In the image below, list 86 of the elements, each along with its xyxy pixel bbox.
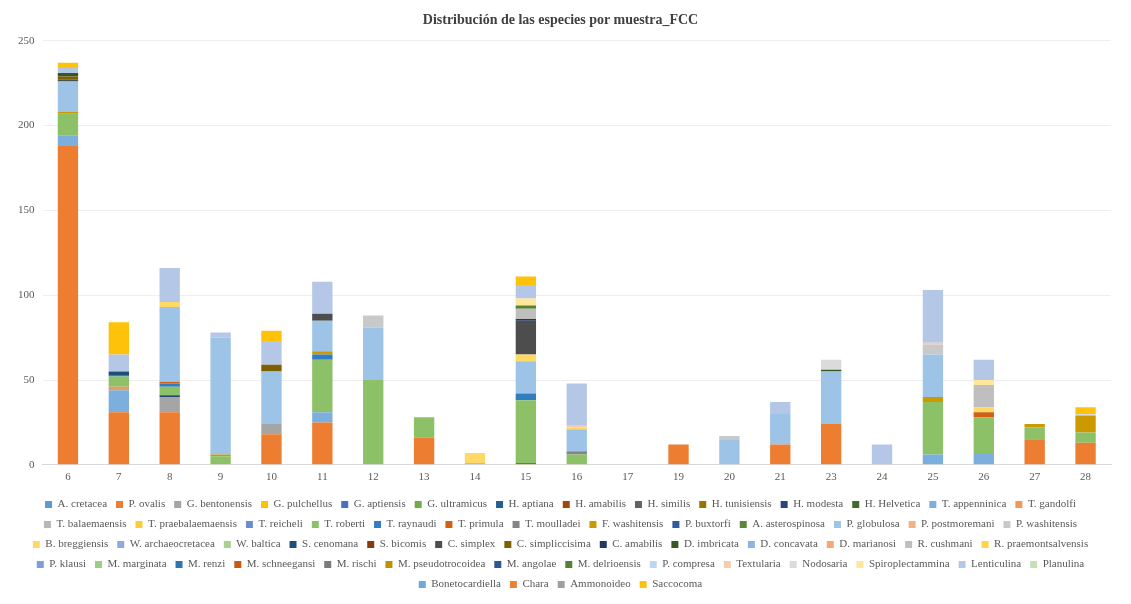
x-tick-label: 11 [317,470,328,483]
legend-label: Saccocoma [652,577,703,590]
legend-label: D. concavata [760,537,818,550]
x-tick-label: 10 [265,470,278,483]
legend-label: S. bicomis [379,537,427,550]
legend-label: A. cretacea [57,497,108,510]
x-tick-label: 7 [116,470,123,483]
legend-label: H. tunisiensis [711,497,772,510]
legend-label: Nodosaria [802,557,848,570]
x-tick-label: 15 [520,470,532,483]
y-tick-label: 150 [18,203,35,216]
legend-label: T. primula [457,517,504,530]
legend-label: Textularia [736,557,781,570]
x-tick-label: 20 [723,470,736,483]
legend-label: W. archaeocretacea [129,537,215,550]
chart-title: Distribución de las especies por muestra_FCC [422,12,699,28]
legend-label: R. cushmani [917,537,973,550]
legend-label: P. postmoremani [921,517,995,530]
y-tick-label: 200 [18,118,35,131]
legend-label: T. roberti [324,517,366,530]
x-tick-label: 14 [469,470,481,483]
y-tick-label: 100 [18,288,35,301]
x-tick-label: 26 [978,470,990,483]
x-tick-label: 28 [1080,470,1092,483]
legend-label: M. schneegansi [246,557,316,570]
legend-label: G. aptiensis [353,497,406,510]
legend-label: H. amabilis [575,497,626,510]
legend-label: M. delrioensis [577,557,641,570]
legend-label: C. amabilis [612,537,663,550]
legend-label: T. moulladei [525,517,581,530]
legend-label: M. pseudotrocoidea [397,557,486,570]
legend-label: D. imbricata [683,537,739,550]
legend-label: P. compresa [662,557,715,570]
legend-label: Lenticulina [971,557,1022,570]
legend-label: H. modesta [793,497,844,510]
legend-label: A. asterospinosa [752,517,826,530]
y-tick-label: 50 [23,372,35,385]
legend-label: F. washitensis [601,517,664,530]
legend-label: P. klausi [49,557,86,570]
x-tick-label: 17 [622,470,634,483]
legend-label: C. simplex [447,537,496,550]
legend-label: H. similis [647,497,691,510]
legend-label: H. Helvetica [864,497,921,510]
legend-label: M. marginata [107,557,167,570]
legend-label: M. renzi [188,557,226,570]
legend-label: T. appenninica [941,497,1007,510]
legend-label: D. marianosi [839,537,897,550]
legend-label: T. gandolfi [1027,497,1076,510]
x-tick-label: 27 [1029,470,1041,483]
x-tick-label: 25 [927,470,939,483]
x-tick-label: 24 [876,470,889,483]
legend-label: G. ultramicus [427,497,488,510]
legend-label: W. baltica [236,537,281,550]
x-tick-label: 23 [825,470,838,483]
x-tick-label: 9 [217,470,224,483]
x-tick-label: 12 [367,470,379,483]
legend-label: M. rischi [336,557,377,570]
x-tick-label: 13 [418,470,431,483]
legend-label: S. cenomana [302,537,359,550]
legend-label: P. ovalis [128,497,166,510]
x-tick-label: 16 [571,470,583,483]
legend-label: Bonetocardiella [431,577,502,590]
legend-label: T. reicheli [258,517,303,530]
legend-label: P. washitensis [1015,517,1078,530]
legend-label: G. pulchellus [273,497,333,510]
legend-label: T. raynaudi [386,517,437,530]
x-tick-label: 8 [166,470,173,483]
legend-label: Spiroplectammina [868,557,950,570]
legend-label: Chara [522,577,549,590]
legend-label: Planulina [1042,557,1085,570]
x-tick-label: 21 [774,470,786,483]
legend-label: H. aptiana [508,497,554,510]
x-tick-label: 6 [65,470,72,483]
legend-label: B. breggiensis [45,537,109,550]
x-tick-label: 19 [673,470,685,483]
legend-label: T. balaemaensis [56,517,127,530]
legend-label: P. buxtorfi [684,517,731,530]
legend-label: Ammonoideo [570,577,632,590]
y-tick-label: 0 [29,457,35,470]
legend-label: P. globulosa [846,517,900,530]
legend-label: G. bentonensis [186,497,253,510]
legend-label: T. praebalaemaensis [147,517,237,530]
legend-label: C. simpliccisima [516,537,591,550]
legend-label: R. praemontsalvensis [994,537,1089,550]
y-tick-label: 250 [18,33,35,46]
legend-label: M. angolae [506,557,557,570]
